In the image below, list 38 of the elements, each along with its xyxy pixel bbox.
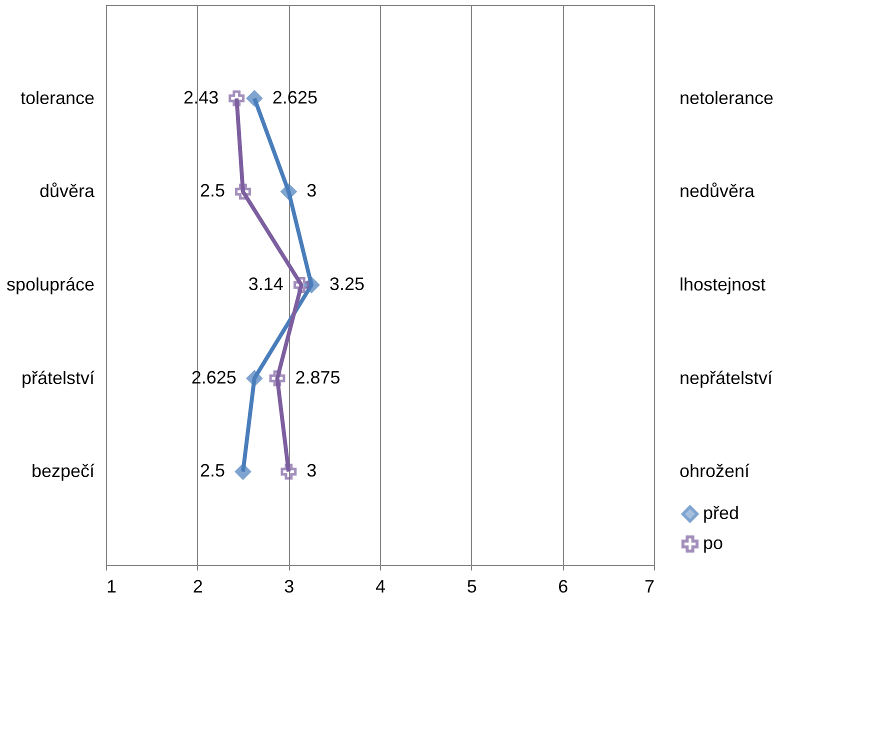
legend-label: před <box>703 503 740 523</box>
data-label: 3 <box>306 460 317 481</box>
point <box>269 370 286 386</box>
data-label: 2.5 <box>200 460 225 481</box>
point <box>246 370 262 386</box>
point <box>280 184 297 200</box>
y-tick-label: bezpečí <box>31 461 94 482</box>
y-tick-label: důvěra <box>39 181 96 202</box>
data-label: 3.25 <box>330 274 365 294</box>
y2-tick-label: lhostejnost <box>680 274 766 294</box>
x-tick-label: 4 <box>375 576 386 596</box>
x-tick-label: 6 <box>558 576 568 596</box>
y-tick-label: spolupráce <box>6 274 94 294</box>
data-label: 3 <box>306 180 317 201</box>
data-label: 2.625 <box>272 87 318 108</box>
data-label: 2.5 <box>200 180 225 201</box>
point <box>280 464 297 480</box>
x-tick-label: 5 <box>466 576 477 596</box>
y2-tick-label: nepřátelství <box>680 368 773 388</box>
point <box>235 184 251 200</box>
y-tick-label: přátelství <box>21 368 94 388</box>
point <box>293 277 310 293</box>
point <box>235 464 251 480</box>
data-label: 2.43 <box>184 87 219 108</box>
y2-tick-label: ohrožení <box>680 461 750 482</box>
point <box>228 90 245 106</box>
y2-tick-label: netolerance <box>680 88 774 108</box>
y-tick-label: tolerance <box>20 88 94 108</box>
x-tick-label: 1 <box>106 576 117 596</box>
data-label: 3.14 <box>248 274 284 294</box>
data-label: 2.875 <box>295 367 340 388</box>
x-tick-label: 3 <box>284 576 294 596</box>
y2-tick-label: nedůvěra <box>680 181 756 202</box>
point <box>246 90 262 106</box>
x-tick-label: 2 <box>192 576 203 596</box>
data-label: 2.625 <box>191 367 236 388</box>
x-tick-label: 7 <box>644 576 654 596</box>
legend-label: po <box>703 533 724 553</box>
